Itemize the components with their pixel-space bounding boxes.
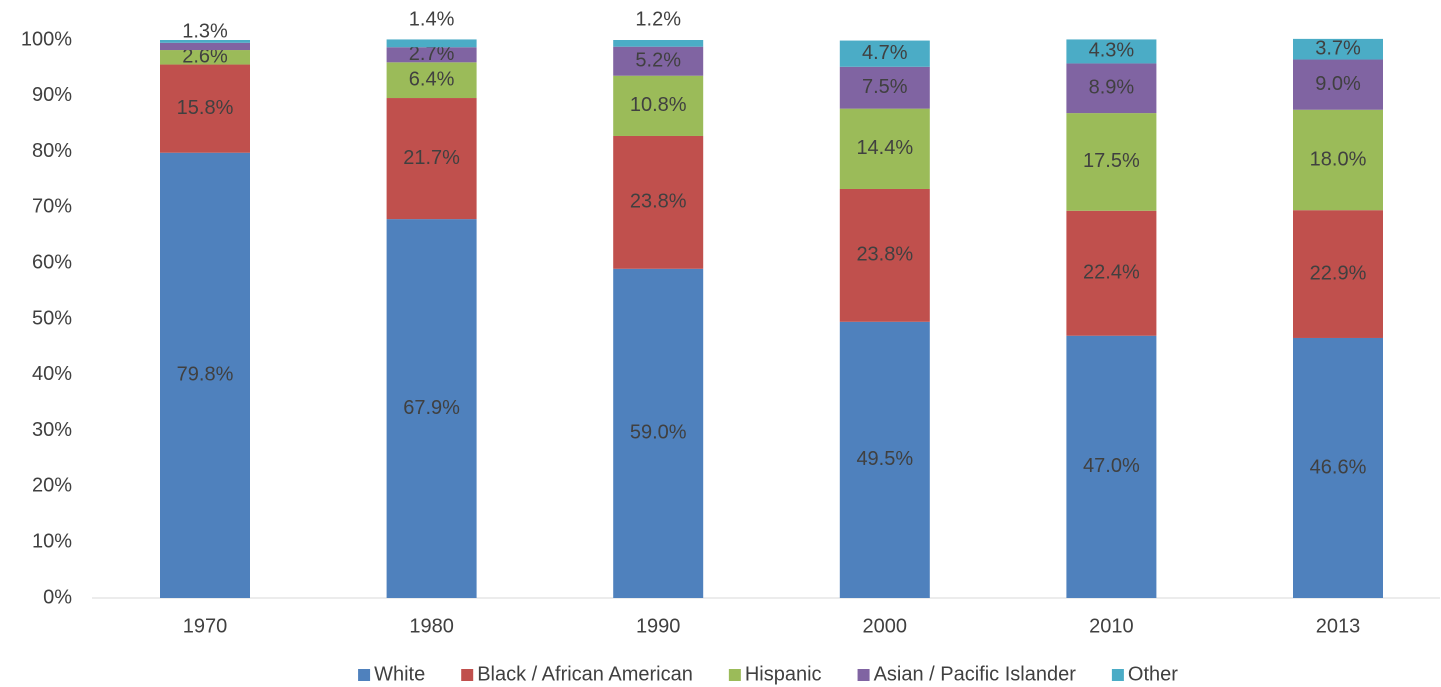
y-tick-label: 40%: [32, 363, 72, 385]
data-label: 47.0%: [1083, 455, 1140, 477]
data-label: 17.5%: [1083, 150, 1140, 172]
bar-segment: [1066, 335, 1157, 598]
bar-segment: [1066, 63, 1157, 114]
data-label: 2.7%: [409, 43, 455, 65]
legend-swatch: [857, 669, 870, 681]
bar-segment: [160, 40, 250, 43]
bar-segment: [613, 135, 704, 269]
data-label: 18.0%: [1310, 148, 1367, 170]
bar-segment: [839, 188, 930, 322]
legend-swatch: [461, 669, 474, 681]
data-label: 46.6%: [1310, 456, 1367, 478]
data-label: 6.4%: [409, 68, 455, 90]
y-tick-label: 30%: [32, 419, 72, 441]
y-tick-label: 50%: [32, 307, 72, 329]
legend-label: White: [374, 663, 425, 685]
data-label: 49.5%: [856, 448, 913, 470]
legend-label: Black / African American: [477, 663, 693, 685]
legend-label: Asian / Pacific Islander: [874, 663, 1077, 685]
legend-swatch: [358, 669, 371, 681]
data-label: 21.7%: [403, 147, 460, 169]
bar-segment: [1293, 210, 1383, 338]
data-label: 1.4%: [409, 8, 455, 30]
bar-segment: [1293, 337, 1383, 598]
bar-segment: [839, 40, 930, 67]
y-tick-label: 10%: [32, 530, 72, 552]
x-tick-label: 1970: [183, 615, 228, 637]
bar-segment: [1066, 210, 1157, 336]
bar-segment: [1293, 59, 1383, 110]
legend-swatch: [728, 669, 741, 681]
y-tick-label: 20%: [32, 475, 72, 497]
bar-segment: [386, 219, 477, 599]
legend-swatch: [1111, 669, 1124, 681]
legend-label: Other: [1128, 663, 1178, 685]
legend-label: Hispanic: [745, 663, 822, 685]
data-label: 3.7%: [1315, 37, 1361, 59]
bar-segment: [1293, 109, 1383, 211]
data-label: 1.3%: [182, 20, 228, 42]
bar-segment: [613, 268, 704, 598]
bar-segment: [839, 66, 930, 109]
bar-segment: [613, 40, 704, 47]
bar-segment: [160, 50, 250, 65]
x-tick-label: 2013: [1316, 615, 1361, 637]
data-label: 10.8%: [630, 94, 687, 116]
bar-segment: [160, 42, 250, 51]
data-label: 67.9%: [403, 397, 460, 419]
data-label: 22.9%: [1310, 262, 1367, 284]
data-label: 9.0%: [1315, 73, 1361, 95]
bar-segment: [386, 39, 477, 48]
bar-segment: [1066, 113, 1157, 211]
data-label: 1.2%: [635, 8, 681, 30]
bar-segment: [613, 46, 704, 76]
x-tick-label: 2010: [1089, 615, 1134, 637]
bar-segment: [160, 64, 250, 153]
x-tick-label: 2000: [863, 615, 908, 637]
bar-segment: [839, 321, 930, 598]
y-tick-label: 90%: [32, 84, 72, 106]
data-label: 59.0%: [630, 422, 687, 444]
data-label: 4.7%: [862, 42, 908, 64]
bar-segment: [386, 47, 477, 63]
data-label: 15.8%: [177, 97, 234, 119]
bar-segment: [160, 152, 250, 598]
bar-segment: [1066, 39, 1157, 64]
y-tick-label: 0%: [43, 586, 72, 608]
data-label: 14.4%: [856, 137, 913, 159]
data-label: 23.8%: [856, 244, 913, 266]
bar-segment: [386, 62, 477, 99]
bar-segment: [839, 108, 930, 189]
data-label: 79.8%: [177, 364, 234, 386]
y-tick-label: 60%: [32, 251, 72, 273]
data-label: 22.4%: [1083, 262, 1140, 284]
y-tick-label: 80%: [32, 140, 72, 162]
x-tick-label: 1990: [636, 615, 681, 637]
data-label: 23.8%: [630, 191, 687, 213]
data-label: 7.5%: [862, 76, 908, 98]
data-label: 8.9%: [1089, 77, 1135, 99]
bar-segment: [613, 75, 704, 136]
y-tick-label: 100%: [21, 28, 72, 50]
bar-segment: [386, 98, 477, 220]
x-tick-label: 1980: [409, 615, 454, 637]
data-label: 5.2%: [635, 49, 681, 71]
data-label: 2.6%: [182, 46, 228, 68]
y-tick-label: 70%: [32, 196, 72, 218]
bar-segment: [1293, 38, 1383, 60]
data-label: 4.3%: [1089, 40, 1135, 62]
